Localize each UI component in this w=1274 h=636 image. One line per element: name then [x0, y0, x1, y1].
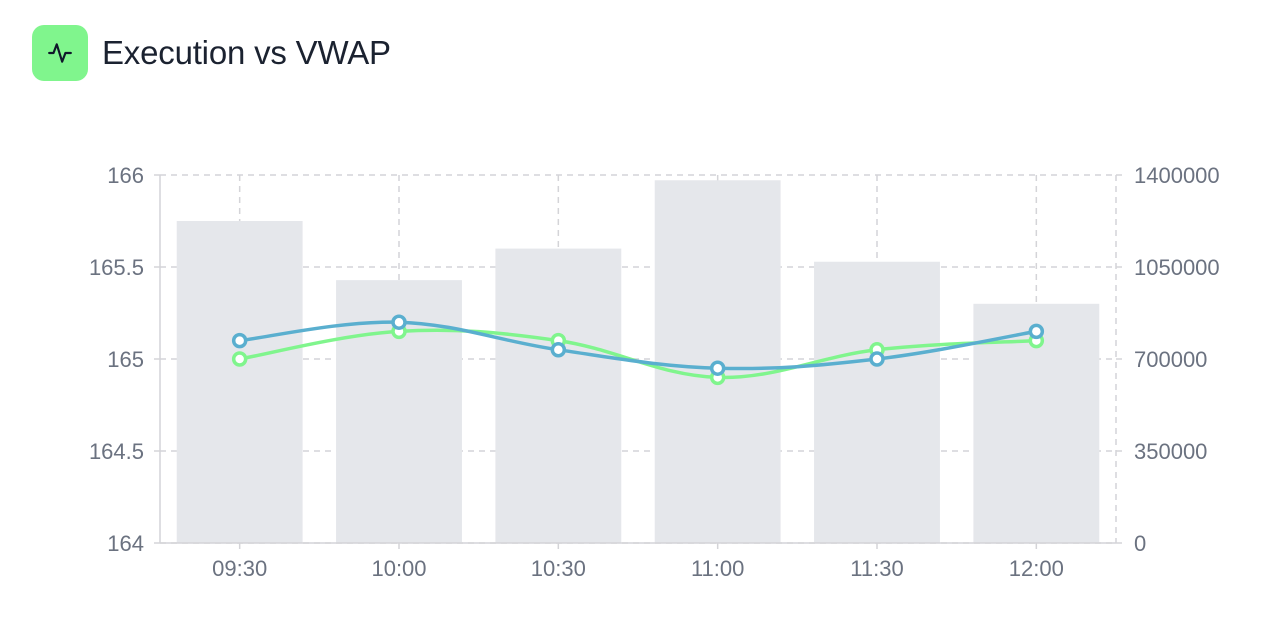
price-lines [237, 320, 1039, 380]
y-right-tick-label: 0 [1134, 531, 1146, 556]
x-tick-label: 11:30 [850, 556, 903, 581]
price-points [231, 314, 1045, 386]
y-right-tick-label: 350000 [1134, 439, 1207, 464]
y-left-tick-label: 165 [107, 347, 144, 372]
series-0-point [709, 360, 726, 376]
series-0-point [869, 351, 885, 367]
y-left-tick-label: 164 [107, 531, 144, 556]
series-line-0 [237, 320, 1039, 371]
x-tick-label: 11:00 [691, 556, 744, 581]
volume-bar [814, 261, 940, 543]
y-left-tick-label: 164.5 [89, 439, 144, 464]
tick-labels: 164 164.5 165 165.5 166 0 350000 700000 1050000 1… [89, 163, 1220, 581]
y-left-tick-label: 165.5 [89, 255, 144, 280]
y-right-tick-label: 700000 [1134, 347, 1207, 372]
series-0-point [231, 332, 248, 349]
volume-bar [495, 248, 622, 543]
activity-pulse-icon [32, 25, 88, 81]
series-1-point [231, 351, 248, 367]
series-0-point [550, 342, 567, 358]
axes [154, 174, 1122, 549]
y-right-tick-label: 1050000 [1134, 255, 1220, 280]
chart-header: Execution vs VWAP [32, 24, 391, 82]
x-tick-label: 09:30 [212, 556, 267, 581]
y-right-tick-label: 1400000 [1134, 163, 1220, 188]
volume-bar [176, 221, 303, 543]
series-0-point [391, 314, 407, 330]
grid [160, 174, 1117, 544]
x-tick-label: 12:00 [1009, 556, 1064, 581]
x-tick-label: 10:30 [531, 556, 586, 581]
chart-title: Execution vs VWAP [102, 34, 391, 71]
x-tick-label: 10:00 [371, 556, 426, 581]
y-left-tick-label: 166 [107, 163, 144, 188]
volume-bars [176, 180, 1100, 543]
series-0-point [1028, 323, 1045, 340]
